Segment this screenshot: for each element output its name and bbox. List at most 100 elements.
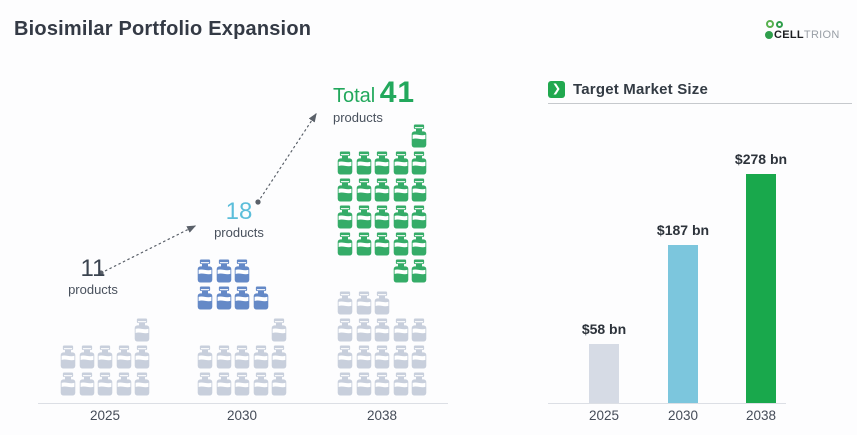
vial-spacer: [253, 259, 269, 283]
vial-icon: [393, 205, 408, 229]
vial-icon: [374, 291, 390, 315]
vial-cell: [356, 178, 372, 202]
vial-icon: [197, 345, 213, 369]
vial-cell: [393, 259, 409, 283]
bar-axis-label-2030: 2030: [667, 408, 699, 423]
vial-cell: [374, 151, 390, 175]
bar-value-label-2025: $58 bn: [581, 321, 627, 337]
vial-spacer: [60, 318, 76, 342]
logo-text-trion: TRION: [803, 29, 840, 41]
vial-row: [337, 232, 427, 256]
vial-spacer: [97, 318, 113, 342]
vial-spacer: [271, 286, 287, 310]
vial-icon: [337, 291, 353, 315]
vial-section: [337, 124, 427, 283]
vial-icon: [356, 205, 371, 229]
vial-cell: [253, 286, 269, 310]
vial-row: [197, 372, 287, 396]
vial-icon: [356, 318, 371, 342]
vial-icon: [356, 345, 371, 369]
vial-cell: [374, 345, 390, 369]
vial-icon: [134, 372, 150, 396]
vial-icon: [393, 372, 408, 396]
vial-cell: [374, 318, 390, 342]
vial-icon: [116, 345, 131, 369]
growth-arrow-2030-2038: [255, 112, 317, 205]
count-value: 11: [80, 255, 106, 282]
vial-spacer: [393, 291, 409, 315]
vial-cell: [271, 372, 287, 396]
market-bar-2025: [589, 344, 619, 403]
vial-cell: [374, 291, 390, 315]
vial-cell: [393, 178, 409, 202]
logo-text-cell: CELL: [774, 29, 804, 41]
vial-cell: [134, 318, 150, 342]
vial-cell: [216, 372, 232, 396]
vial-cell: [374, 205, 390, 229]
vial-cell: [411, 259, 427, 283]
vial-icon: [393, 232, 408, 256]
vial-row: [337, 372, 427, 396]
vial-cell: [79, 345, 95, 369]
vial-icon: [271, 318, 287, 342]
vial-icon: [356, 372, 371, 396]
vial-icon: [411, 372, 427, 396]
vial-spacer: [79, 318, 95, 342]
count-value: 18: [225, 198, 253, 225]
vial-icon: [253, 286, 268, 310]
vial-row: [197, 259, 287, 283]
vial-icon: [79, 345, 94, 369]
celltrion-logo: CELL TRION: [765, 19, 845, 41]
vial-cell: [411, 318, 427, 342]
vial-cell: [97, 372, 113, 396]
vial-cell: [356, 291, 372, 315]
vial-row: [337, 124, 427, 148]
vial-spacer: [393, 124, 409, 148]
vial-cell: [337, 345, 353, 369]
vial-icon: [411, 232, 427, 256]
vial-icon: [216, 259, 231, 283]
vial-icon: [337, 178, 353, 202]
logo-dot-icon: [765, 31, 773, 39]
vial-icon: [197, 372, 213, 396]
vial-icon: [356, 178, 371, 202]
vial-cell: [216, 286, 232, 310]
vial-icon: [60, 372, 76, 396]
vial-row: [60, 372, 150, 396]
vial-icon: [234, 372, 250, 396]
logo-circles-icon: [766, 19, 845, 28]
bar-axis-label-2025: 2025: [588, 408, 620, 423]
vial-cell: [116, 372, 132, 396]
vial-cell: [411, 178, 427, 202]
vial-icon: [97, 345, 113, 369]
vial-icon: [374, 205, 390, 229]
vial-cell: [356, 232, 372, 256]
vial-row: [60, 345, 150, 369]
vial-icon: [234, 286, 250, 310]
vial-cell: [374, 232, 390, 256]
vial-icon: [134, 318, 150, 342]
vial-cell: [337, 151, 353, 175]
vial-icon: [411, 345, 427, 369]
count-unit: products: [333, 110, 383, 125]
vial-cell: [271, 345, 287, 369]
bar-axis-label-2038: 2038: [745, 408, 777, 423]
vial-icon: [374, 318, 390, 342]
vial-icon: [356, 232, 371, 256]
logo-wordmark: CELL TRION: [765, 29, 845, 41]
vial-icon: [374, 178, 390, 202]
vial-icon: [337, 345, 353, 369]
vial-cell: [134, 372, 150, 396]
vial-spacer: [356, 124, 372, 148]
vial-icon: [197, 259, 213, 283]
vial-spacer: [116, 318, 132, 342]
vial-cell: [216, 345, 232, 369]
vial-cell: [60, 345, 76, 369]
vial-icon: [393, 259, 408, 283]
vial-icon: [411, 259, 427, 283]
vial-row: [337, 345, 427, 369]
vial-cell: [253, 372, 269, 396]
vial-row: [337, 259, 427, 283]
vial-cell: [356, 345, 372, 369]
vial-icon: [253, 345, 268, 369]
